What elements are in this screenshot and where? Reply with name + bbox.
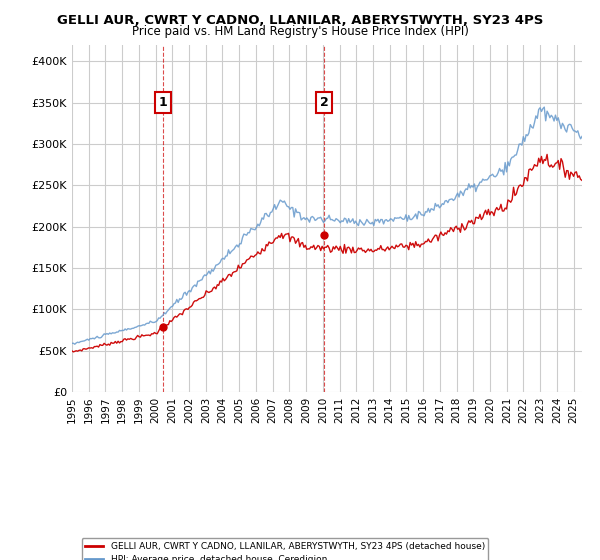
Text: Price paid vs. HM Land Registry's House Price Index (HPI): Price paid vs. HM Land Registry's House … — [131, 25, 469, 38]
Text: GELLI AUR, CWRT Y CADNO, LLANILAR, ABERYSTWYTH, SY23 4PS: GELLI AUR, CWRT Y CADNO, LLANILAR, ABERY… — [57, 14, 543, 27]
Legend: GELLI AUR, CWRT Y CADNO, LLANILAR, ABERYSTWYTH, SY23 4PS (detached house), HPI: : GELLI AUR, CWRT Y CADNO, LLANILAR, ABERY… — [82, 538, 488, 560]
Text: 1: 1 — [159, 96, 167, 109]
Text: 2: 2 — [320, 96, 329, 109]
